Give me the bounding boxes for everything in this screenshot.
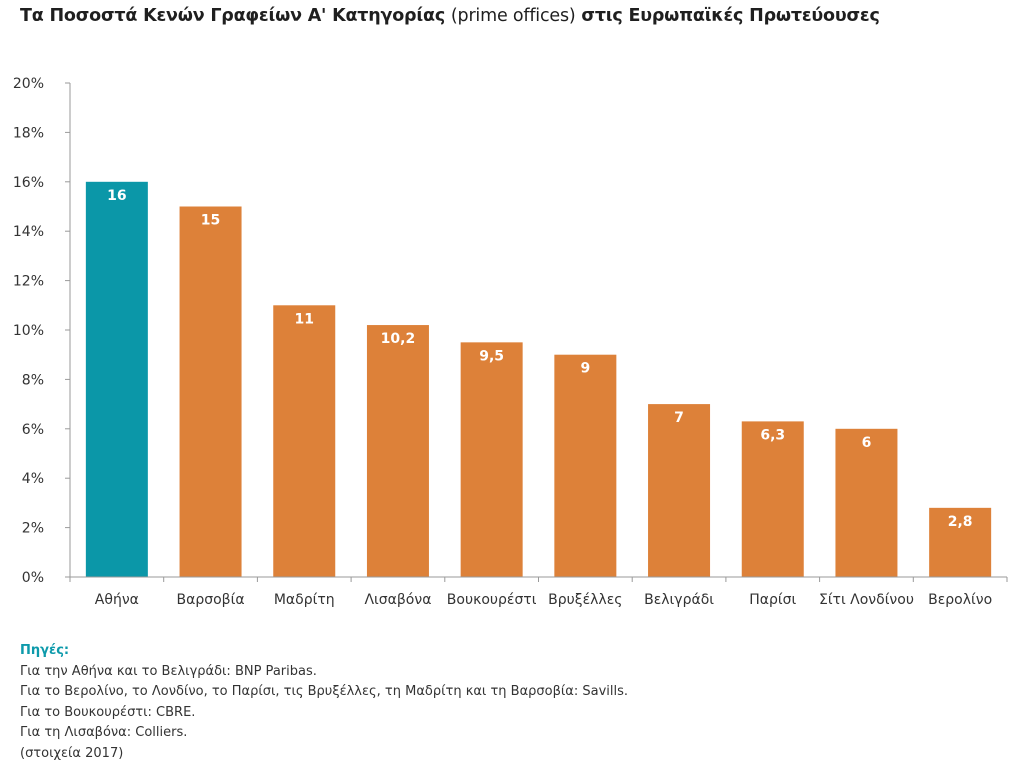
bar	[366, 325, 429, 577]
title-main: Τα Ποσοστά Κενών Γραφείων Α' Κατηγορίας	[20, 6, 445, 26]
bar-value-label: 6,3	[760, 427, 785, 443]
y-tick-label: 14%	[13, 224, 44, 240]
bar-value-label: 2,8	[948, 514, 973, 530]
y-tick-label: 2%	[22, 521, 44, 537]
bar	[648, 404, 711, 577]
x-category-label: Αθήνα	[95, 592, 139, 608]
x-category-label: Παρίσι	[749, 592, 796, 608]
bar-value-label: 10,2	[381, 331, 416, 347]
source-line: (στοιχεία 2017)	[20, 745, 124, 761]
x-axis: Αθήνα Βαρσοβία Μαδρίτη Λισαβόνα Βουκουρέστι Β…	[69, 576, 1008, 608]
y-tick-label: 20%	[13, 76, 44, 92]
x-category-label: Βερολίνο	[928, 592, 992, 608]
title-parenthetical: (prime offices)	[450, 6, 576, 26]
source-line: Για την Αθήνα και το Βελιγράδι: BNP Pari…	[20, 663, 317, 679]
bar	[273, 305, 336, 577]
y-tick-label: 18%	[13, 125, 44, 141]
x-category-label: Λισαβόνα	[364, 592, 431, 608]
x-category-label: Βελιγράδι	[644, 592, 714, 608]
x-category-label: Βρυξέλλες	[548, 592, 622, 608]
x-category-label: Βαρσοβία	[177, 592, 245, 608]
bar-value-label: 9	[580, 361, 590, 377]
x-category-label: Μαδρίτη	[274, 592, 335, 608]
source-line: Για το Βουκουρέστι: CBRE.	[20, 704, 196, 720]
bar-chart: 0% 2% 4% 6% 8% 10% 12% 14% 16% 18% 20% 16 15 11 10,2 9…	[13, 76, 1008, 608]
bar	[460, 342, 523, 577]
bar-value-label: 9,5	[479, 348, 504, 364]
bar-value-label: 16	[107, 188, 126, 204]
bar	[835, 428, 898, 577]
bar	[85, 181, 148, 578]
y-tick-label: 6%	[22, 422, 44, 438]
source-line: Για το Βερολίνο, το Λονδίνο, το Παρίσι, …	[20, 684, 629, 699]
y-tick-label: 16%	[13, 175, 44, 191]
title-tail: στις Ευρωπαϊκές Πρωτεύουσες	[581, 6, 880, 26]
bar	[741, 421, 804, 577]
x-category-label: Βουκουρέστι	[447, 592, 537, 608]
bar-value-label: 15	[201, 213, 220, 229]
bar-value-label: 11	[295, 311, 314, 327]
chart-title: Τα Ποσοστά Κενών Γραφείων Α' Κατηγορίας …	[20, 6, 880, 26]
bar-value-label: 6	[862, 435, 872, 451]
bar	[929, 507, 992, 577]
sources-heading: Πηγές:	[20, 643, 70, 658]
y-axis: 0% 2% 4% 6% 8% 10% 12% 14% 16% 18% 20%	[13, 76, 71, 586]
y-tick-label: 12%	[13, 274, 44, 290]
bar-value-label: 7	[674, 410, 684, 426]
y-tick-label: 10%	[13, 323, 44, 339]
y-tick-label: 8%	[22, 372, 44, 388]
source-line: Για τη Λισαβόνα: Colliers.	[20, 725, 188, 740]
bar	[554, 354, 617, 577]
y-tick-label: 4%	[22, 471, 44, 487]
bars: 16 15 11 10,2 9,5 9 7 6,3 6 2,8	[85, 181, 992, 578]
sources-block: Πηγές: Για την Αθήνα και το Βελιγράδι: B…	[20, 641, 628, 764]
x-category-label: Σίτι Λονδίνου	[819, 592, 914, 608]
y-tick-label: 0%	[22, 570, 44, 586]
bar	[179, 206, 242, 577]
